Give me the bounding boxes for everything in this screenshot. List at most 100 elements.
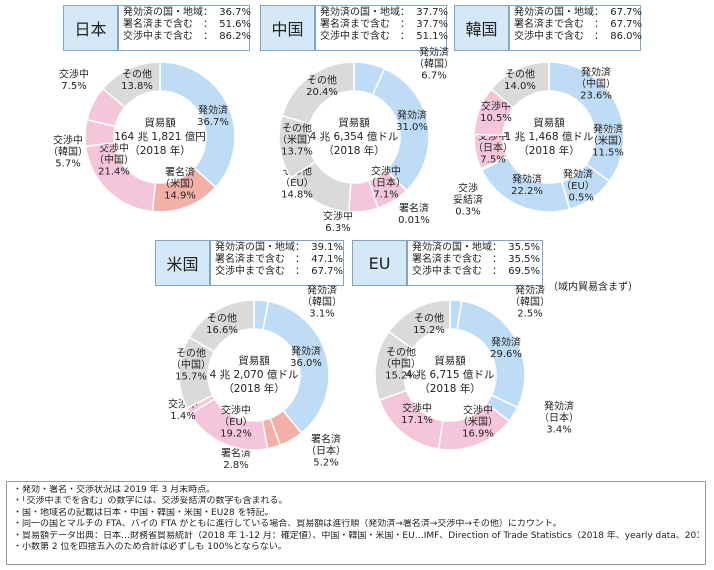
slice-label: 発効済（日本） 3.4% bbox=[539, 400, 579, 436]
donut-center-text: 貿易額 4 兆 6,715 億ドル（2018 年） bbox=[406, 354, 495, 395]
stats-box-china: 発効済の国・地域： 37.7% 署名済まで含む ： 37.7% 交渉中まで含む ： 5… bbox=[315, 5, 448, 51]
slice-label: 交渉中 10.5% bbox=[480, 99, 512, 124]
slice-label: その他 20.4% bbox=[306, 73, 338, 98]
stat-label: 発効済の国・地域： bbox=[514, 7, 604, 18]
stat-label: 署名済まで含む ： bbox=[412, 254, 502, 265]
slice-label: 交渉中（EU） 19.2% bbox=[219, 404, 253, 440]
slice-label: 交渉妥結済 0.3% bbox=[453, 182, 483, 218]
slice-label: 発効済（米国） 11.5% bbox=[588, 123, 628, 159]
slice-label: その他 14.0% bbox=[504, 67, 536, 92]
slice-label: その他（米国） 13.7% bbox=[277, 122, 317, 158]
slice-label: その他（中国） 15.7% bbox=[171, 347, 211, 383]
stats-box-korea: 発効済の国・地域： 67.7% 署名済まで含む ： 67.7% 交渉中まで含む ： 8… bbox=[509, 5, 642, 51]
stat-label: 署名済まで含む ： bbox=[215, 254, 305, 265]
slice-label: 交渉中（日本） 7.1% bbox=[366, 165, 406, 201]
stats-box-japan: 発効済の国・地域： 36.7% 署名済まで含む ： 51.6% 交渉中まで含む ： 8… bbox=[118, 5, 251, 51]
stat-label: 交渉中まで含む ： bbox=[412, 266, 502, 277]
stat-value: 37.7% bbox=[416, 7, 448, 18]
slice-label: その他（中国） 15.2% bbox=[381, 346, 421, 382]
stat-label: 交渉中まで含む ： bbox=[215, 266, 305, 277]
country-label-eu: EU bbox=[352, 240, 407, 286]
slice-label: その他 15.2% bbox=[413, 311, 445, 336]
slice-effective bbox=[159, 61, 236, 189]
slice-label: 交渉中 7.5% bbox=[59, 67, 89, 92]
slice-label: 交渉中（米国） 16.9% bbox=[458, 404, 498, 440]
note-line: ・貿易額データ出典：日本…財務省貿易統計（2018 年 1-12 月：確定値）、… bbox=[13, 530, 699, 541]
stat-value: 39.1% bbox=[311, 242, 343, 253]
slice-other bbox=[281, 61, 355, 125]
country-label-korea: 韓国 bbox=[454, 5, 509, 51]
stat-value: 86.0% bbox=[610, 31, 642, 42]
slice-label: 署名済（日本） 5.2% bbox=[306, 433, 346, 469]
note-line: ・発効・署名・交渉状況は 2019 年 3 月末時点。 bbox=[13, 485, 216, 495]
stat-value: 69.5% bbox=[508, 266, 540, 277]
country-label-china: 中国 bbox=[260, 5, 315, 51]
stat-label: 交渉中まで含む ： bbox=[514, 31, 604, 42]
slice-label: 発効済（EU） 10.5% bbox=[561, 168, 595, 204]
stat-label: 交渉中まで含む ： bbox=[320, 31, 410, 42]
stat-value: 86.2% bbox=[219, 31, 251, 42]
stat-value: 51.1% bbox=[416, 31, 448, 42]
donut-center-text: 貿易額 4 兆 6,354 億ドル（2018 年） bbox=[310, 116, 399, 157]
slice-effective bbox=[371, 67, 430, 192]
note-line: ・同一の国とマルチの FTA、バイの FTA がともに進行している場合、貿易額は… bbox=[13, 519, 562, 530]
slice-label: 署名済（米国） 14.9% bbox=[160, 166, 200, 202]
donut-0: 発効済 36.7% 署名済（米国） 14.9% 交渉中（中国） 21.4%交渉中（韓国） 5… bbox=[48, 61, 236, 213]
slice-label: 発効済 36.7% bbox=[197, 103, 229, 128]
slice-other bbox=[387, 299, 451, 350]
note-line: ・国・地域名の記載は日本・中国・韓国・米国・EU28 を特記。 bbox=[13, 507, 274, 518]
stat-value: 36.7% bbox=[219, 7, 251, 18]
slice-label: 署名済 0.01% bbox=[398, 201, 430, 226]
stat-label: 発効済の国・地域： bbox=[320, 7, 410, 18]
donut-center-text: 貿易額 164 兆 1,821 億円（2018 年） bbox=[114, 116, 206, 157]
stat-label: 発効済の国・地域： bbox=[412, 242, 502, 253]
stat-label: 署名済まで含む ： bbox=[320, 19, 410, 30]
eu-note: （域内貿易含まず） bbox=[548, 282, 638, 293]
slice-label: 交渉中 6.3% bbox=[323, 209, 353, 234]
donut-2: 発効済（中国） 23.6% 発効済（米国） 11.5% 発効済（EU） 10.5% 発効済 2… bbox=[453, 61, 628, 218]
slice-label: 発効済 31.0% bbox=[396, 108, 428, 133]
slice-effective bbox=[262, 300, 330, 435]
slice-label: 交渉中（中国） 21.4% bbox=[94, 142, 134, 178]
slice-label: 交渉中（韓国） 5.7% bbox=[48, 134, 88, 170]
slice-label: 発効済 22.2% bbox=[511, 172, 543, 197]
slice-other bbox=[101, 61, 161, 109]
donut-center-text: 貿易額 4 兆 2,070 億ドル（2018 年） bbox=[210, 354, 299, 395]
slice-label: その他 13.8% bbox=[121, 67, 153, 92]
donut-1: 発効済（韓国） 6.7% 発効済 31.0% 署名済 0.01%交渉中（日本） 7.1% 交渉… bbox=[277, 46, 454, 234]
slice-other bbox=[188, 299, 255, 353]
country-label-japan: 日本 bbox=[63, 5, 118, 51]
stats-box-eu: 発効済の国・地域： 35.5% 署名済まで含む ： 35.5% 交渉中まで含む ： 6… bbox=[407, 240, 543, 286]
note-line: ・小数第 2 位を四捨五入のため合計は必ずしも 100%とならない。 bbox=[13, 542, 287, 553]
slice-label: 発効済 29.6% bbox=[490, 335, 522, 360]
stat-label: 交渉中まで含む ： bbox=[123, 31, 213, 42]
stat-value: 35.5% bbox=[508, 242, 540, 253]
slice-label: 発効済（韓国） 6.7% bbox=[414, 46, 454, 82]
donut-4: 発効済（韓国） 2.5% 発効済 29.6% 発効済（日本） 3.4% 交渉中（米国） 16.… bbox=[374, 284, 579, 451]
donut-center-text: 貿易額 1 兆 1,468 億ドル（2018 年） bbox=[505, 116, 594, 157]
stat-value: 67.7% bbox=[610, 7, 642, 18]
stat-value: 67.7% bbox=[610, 19, 642, 30]
slice-label: 発効済（韓国） 2.5% bbox=[510, 284, 550, 320]
slice-label: 発効済（韓国） 3.1% bbox=[302, 284, 342, 320]
note-line: ・「交渉中までを含む」の数字には、交渉妥結済の数字も含まれる。 bbox=[13, 496, 288, 507]
stats-box-us: 発効済の国・地域： 39.1% 署名済まで含む ： 47.1% 交渉中まで含む ： 6… bbox=[210, 240, 344, 286]
stat-label: 署名済まで含む ： bbox=[123, 19, 213, 30]
stat-label: 発効済の国・地域： bbox=[123, 7, 213, 18]
slice-label: その他 16.6% bbox=[206, 311, 238, 336]
stat-label: 発効済の国・地域： bbox=[215, 242, 305, 253]
stat-label: 署名済まで含む ： bbox=[514, 19, 604, 30]
donut-charts: 発効済 36.7% 署名済（米国） 14.9% 交渉中（中国） 21.4%交渉中（韓国） 5… bbox=[48, 46, 628, 471]
stat-value: 47.1% bbox=[311, 254, 343, 265]
stat-value: 35.5% bbox=[508, 254, 540, 265]
slice-label: 発効済（中国） 23.6% bbox=[576, 66, 616, 102]
notes-box: ・発効・署名・交渉状況は 2019 年 3 月末時点。 ・「交渉中までを含む」の… bbox=[6, 481, 706, 565]
country-label-us: 米国 bbox=[155, 240, 210, 286]
stat-value: 67.7% bbox=[311, 266, 343, 277]
slice-label: 交渉中 17.1% bbox=[401, 401, 433, 426]
stat-value: 51.6% bbox=[219, 19, 251, 30]
slice-other bbox=[490, 61, 550, 109]
slice-label: 発効済 36.0% bbox=[290, 344, 322, 369]
donut-3: 発効済（韓国） 3.1%発効済 36.0%署名済（日本） 5.2%署名済 2.8%交渉中… bbox=[168, 284, 346, 471]
stat-value: 37.7% bbox=[416, 19, 448, 30]
